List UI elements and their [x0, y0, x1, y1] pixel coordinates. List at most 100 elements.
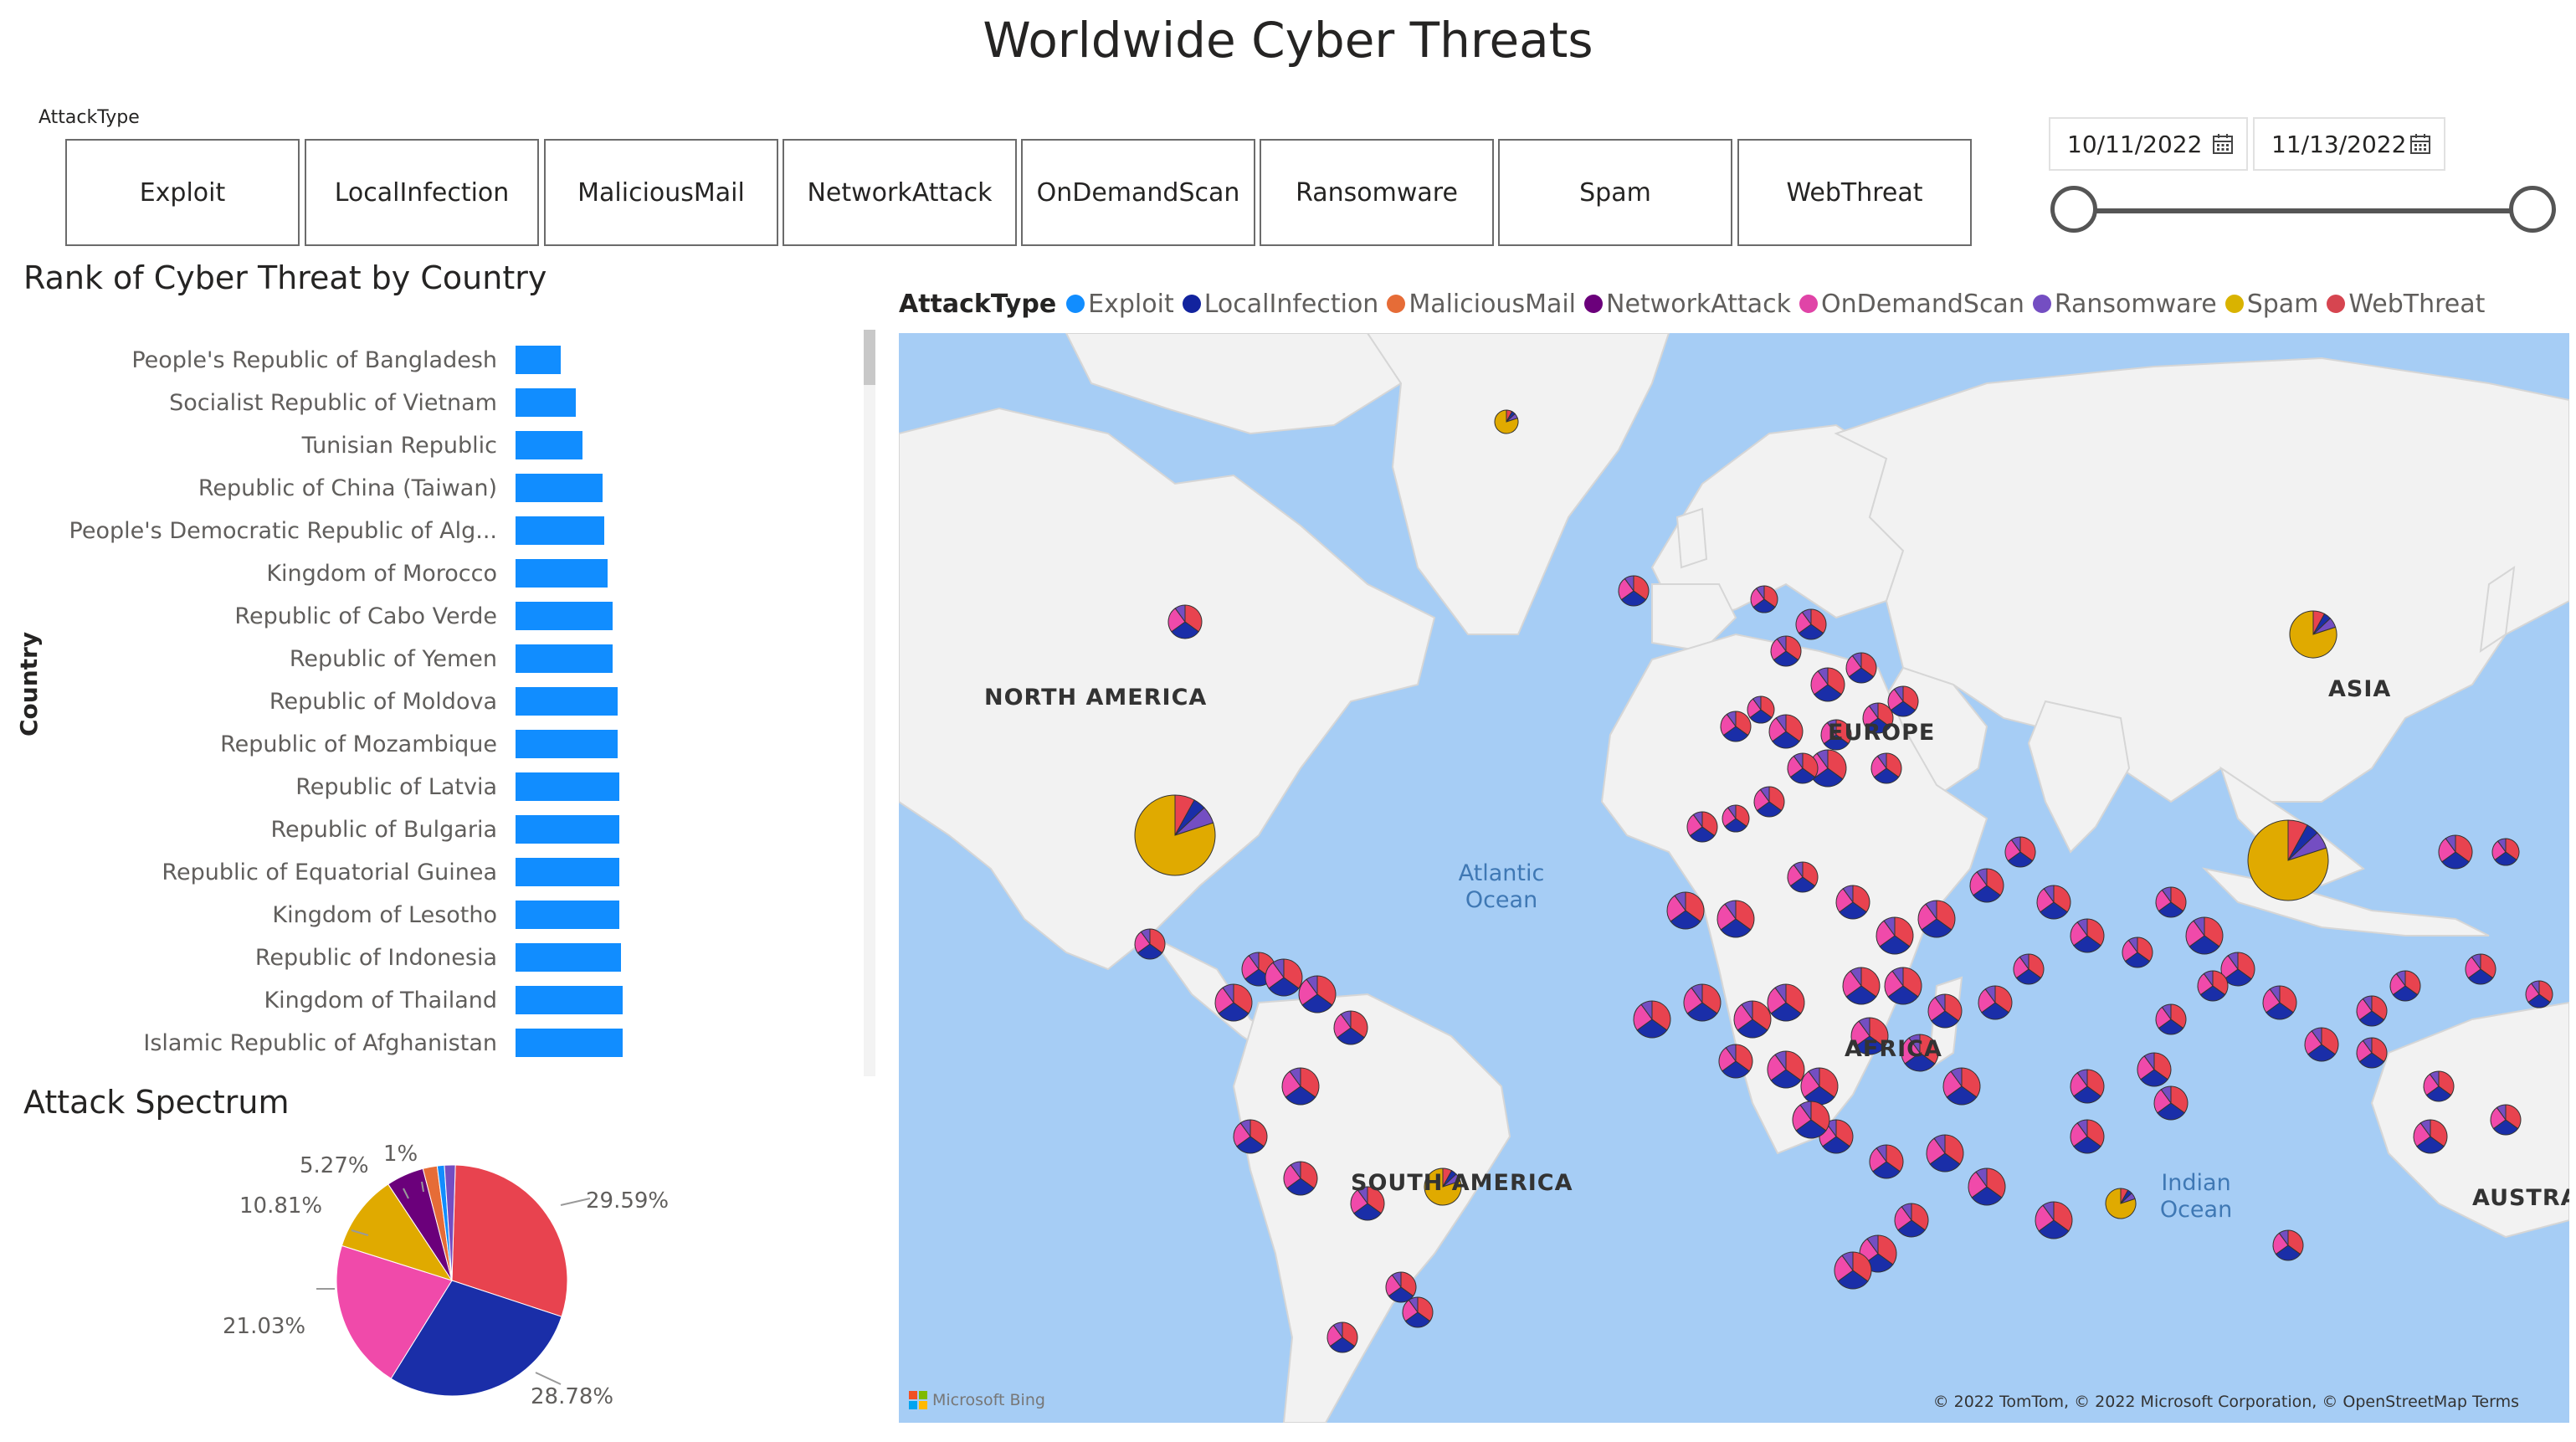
map-pie-marker[interactable]	[2490, 1104, 2522, 1136]
slicer-button-localinfection[interactable]: LocalInfection	[305, 139, 539, 246]
map-pie-marker[interactable]	[2289, 610, 2337, 659]
bar[interactable]	[516, 901, 619, 929]
bar[interactable]	[516, 772, 619, 801]
legend-item-exploit[interactable]: Exploit	[1066, 290, 1174, 319]
map-pie-marker[interactable]	[1683, 983, 1722, 1022]
map-pie-marker[interactable]	[1795, 608, 1827, 640]
legend-item-spam[interactable]: Spam	[2224, 290, 2318, 319]
world-map[interactable]: NORTH AMERICA SOUTH AMERICA EUROPE AFRIC…	[899, 333, 2569, 1423]
date-slider-end-handle[interactable]	[2509, 186, 2556, 233]
map-pie-marker[interactable]	[1333, 1010, 1368, 1045]
map-pie-marker[interactable]	[1666, 891, 1705, 930]
map-pie-marker[interactable]	[1884, 967, 1922, 1005]
map-pie-marker[interactable]	[2356, 995, 2388, 1027]
map-pie-marker[interactable]	[1835, 885, 1870, 920]
map-pie-marker[interactable]	[2197, 970, 2229, 1002]
map-pie-marker[interactable]	[2155, 886, 2187, 918]
map-pie-marker[interactable]	[1753, 786, 1785, 818]
map-pie-marker[interactable]	[1770, 635, 1802, 667]
map-pie-marker[interactable]	[2070, 1069, 2105, 1104]
map-pie-marker[interactable]	[2491, 838, 2520, 866]
slicer-button-webthreat[interactable]: WebThreat	[1737, 139, 1972, 246]
map-pie-marker[interactable]	[1722, 804, 1750, 833]
map-pie-marker[interactable]	[1750, 585, 1778, 613]
map-pie-marker[interactable]	[1241, 952, 1276, 987]
map-pie-marker[interactable]	[1926, 1134, 1964, 1173]
bar[interactable]	[516, 474, 603, 502]
map-pie-marker[interactable]	[1942, 1067, 1981, 1106]
bar[interactable]	[516, 1029, 623, 1057]
map-pie-marker[interactable]	[1733, 1000, 1772, 1039]
map-pie-marker[interactable]	[1792, 1101, 1830, 1139]
map-pie-marker[interactable]	[1326, 1321, 1358, 1353]
map-pie-marker[interactable]	[1968, 1167, 2006, 1206]
map-pie-marker[interactable]	[1281, 1067, 1320, 1106]
map-pie-marker[interactable]	[1901, 1034, 1939, 1072]
map-pie-marker[interactable]	[2013, 953, 2045, 985]
map-pie-marker[interactable]	[2272, 1229, 2304, 1261]
map-pie-marker[interactable]	[2036, 885, 2071, 920]
end-date-input[interactable]: 11/13/2022	[2253, 117, 2445, 171]
map-pie-marker[interactable]	[1768, 714, 1804, 749]
map-pie-marker[interactable]	[1850, 1017, 1889, 1055]
pie-slice-ondemandscan[interactable]	[336, 1244, 453, 1379]
map-pie-marker[interactable]	[1424, 1167, 1462, 1206]
legend-item-ondemandscan[interactable]: OnDemandScan	[1799, 290, 2024, 319]
map-pie-marker[interactable]	[1845, 652, 1877, 684]
map-pie-marker[interactable]	[1800, 1067, 1839, 1106]
map-pie-marker[interactable]	[1870, 752, 1902, 784]
map-pie-marker[interactable]	[1265, 958, 1303, 997]
bar[interactable]	[516, 730, 618, 758]
map-pie-marker[interactable]	[1767, 983, 1805, 1022]
map-pie-marker[interactable]	[2465, 953, 2496, 985]
map-pie-marker[interactable]	[1869, 1144, 1904, 1179]
slicer-button-ondemandscan[interactable]: OnDemandScan	[1021, 139, 1255, 246]
map-pie-marker[interactable]	[1494, 409, 1519, 434]
slicer-button-ransomware[interactable]: Ransomware	[1260, 139, 1494, 246]
bar[interactable]	[516, 644, 613, 673]
map-pie-marker[interactable]	[1787, 861, 1819, 893]
map-pie-marker[interactable]	[1283, 1161, 1318, 1196]
map-pie-marker[interactable]	[1842, 967, 1881, 1005]
calendar-icon[interactable]	[2211, 132, 2235, 156]
pie-slice-webthreat[interactable]	[451, 1164, 568, 1317]
legend-item-webthreat[interactable]: WebThreat	[2327, 290, 2485, 319]
map-pie-marker[interactable]	[2105, 1188, 2137, 1219]
map-pie-marker[interactable]	[2356, 1037, 2388, 1069]
pie-slice-ransomware[interactable]	[444, 1164, 456, 1281]
date-slider-start-handle[interactable]	[2050, 186, 2097, 233]
map-pie-marker[interactable]	[1978, 985, 2013, 1020]
map-pie-marker[interactable]	[1720, 711, 1752, 742]
map-pie-marker[interactable]	[1876, 916, 1914, 955]
map-pie-marker[interactable]	[2185, 916, 2224, 955]
map-pie-marker[interactable]	[1298, 975, 1337, 1014]
bar[interactable]	[516, 431, 582, 459]
slicer-button-spam[interactable]: Spam	[1498, 139, 1732, 246]
legend-item-networkattack[interactable]: NetworkAttack	[1584, 290, 1791, 319]
bing-logo[interactable]: Microsoft Bing	[909, 1391, 1045, 1409]
map-pie-marker[interactable]	[1350, 1186, 1385, 1221]
bar-chart-scrollbar-track[interactable]	[864, 330, 875, 1076]
map-pie-marker[interactable]	[1718, 1044, 1753, 1079]
calendar-icon[interactable]	[2409, 132, 2432, 156]
map-pie-marker[interactable]	[1887, 685, 1919, 717]
map-pie-marker[interactable]	[2035, 1201, 2073, 1239]
bar[interactable]	[516, 516, 604, 545]
map-attribution[interactable]: © 2022 TomTom, © 2022 Microsoft Corporat…	[1932, 1393, 2519, 1411]
map-pie-marker[interactable]	[1917, 900, 1956, 938]
map-pie-marker[interactable]	[2304, 1027, 2339, 1062]
bar[interactable]	[516, 602, 613, 630]
map-pie-marker[interactable]	[1767, 1050, 1805, 1089]
map-pie-marker[interactable]	[1716, 900, 1755, 938]
map-pie-marker[interactable]	[1385, 1271, 1417, 1303]
map-pie-marker[interactable]	[1747, 695, 1775, 724]
start-date-input[interactable]: 10/11/2022	[2049, 117, 2248, 171]
bar[interactable]	[516, 858, 619, 886]
legend-item-ransomware[interactable]: Ransomware	[2032, 290, 2217, 319]
bar[interactable]	[516, 986, 623, 1014]
pie-slice-spam[interactable]	[341, 1183, 454, 1281]
map-pie-marker[interactable]	[2137, 1052, 2172, 1087]
map-pie-marker[interactable]	[1810, 667, 1845, 702]
map-pie-marker[interactable]	[1402, 1296, 1434, 1328]
bar[interactable]	[516, 388, 576, 417]
